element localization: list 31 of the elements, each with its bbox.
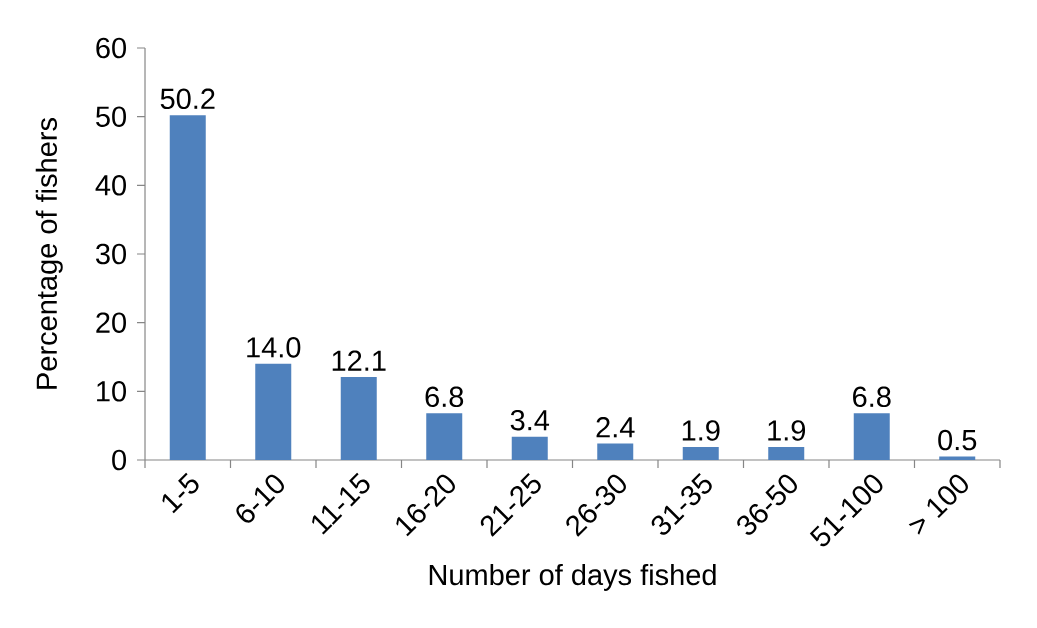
bar — [597, 443, 634, 460]
bar — [426, 413, 463, 460]
bar — [768, 446, 805, 460]
x-tick-label: 6-10 — [236, 474, 284, 523]
y-tick-label: 60 — [96, 37, 126, 59]
y-tick-label: 20 — [96, 312, 126, 333]
x-tick-label: 1-5 — [162, 472, 199, 514]
data-label: 0.5 — [938, 429, 977, 451]
bar — [853, 413, 890, 460]
y-tick-label: 50 — [96, 106, 126, 127]
x-axis-title: Number of days fished — [429, 563, 716, 591]
x-tick-label: > 100 — [908, 474, 968, 535]
data-label: 14.0 — [247, 337, 301, 358]
data-label: 50.2 — [160, 88, 215, 110]
y-axis-title: Percentage of fishers — [35, 118, 63, 389]
data-label: 6.8 — [853, 386, 891, 408]
bar — [682, 446, 719, 460]
data-label: 12.1 — [332, 350, 386, 371]
bar — [255, 363, 292, 460]
y-tick-label: 10 — [97, 381, 126, 402]
data-label: 3.4 — [510, 409, 550, 431]
bar — [169, 115, 206, 460]
data-label: 2.4 — [596, 417, 635, 438]
y-tick-label: 0 — [112, 449, 126, 471]
y-tick-label: 40 — [95, 175, 126, 196]
bar — [511, 436, 548, 460]
data-label: 6.8 — [425, 386, 464, 408]
data-label: 1.9 — [768, 420, 806, 441]
y-tick-label: 30 — [95, 243, 126, 265]
data-label: 1.9 — [682, 420, 720, 441]
bar — [340, 376, 377, 460]
